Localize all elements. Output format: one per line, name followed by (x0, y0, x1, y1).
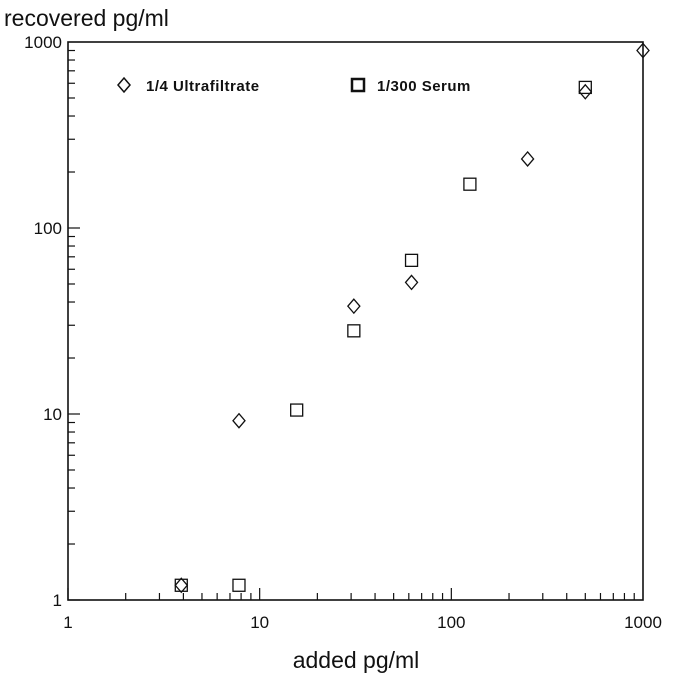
y-axis-title: recovered pg/ml (4, 5, 169, 31)
plot-border (67, 41, 644, 601)
y-tick-label: 1000 (24, 33, 62, 52)
point-serum (463, 177, 477, 191)
x-axis-title: added pg/ml (293, 647, 420, 673)
point-ultrafiltrate (578, 83, 593, 100)
point-serum (290, 403, 304, 417)
legend-marker-square (350, 77, 366, 93)
tick-labels: 1 10 100 1000 1 10 100 1000 (24, 33, 662, 632)
x-tick-label: 1 (63, 613, 72, 632)
data-points (174, 42, 650, 594)
y-tick-label: 100 (34, 219, 62, 238)
point-serum (174, 578, 188, 592)
point-ultrafiltrate (520, 150, 535, 167)
point-ultrafiltrate (404, 274, 419, 291)
legend: 1/4 Ultrafiltrate 1/300 Serum (117, 76, 471, 95)
point-ultrafiltrate (346, 298, 361, 315)
point-ultrafiltrate (174, 577, 189, 594)
legend-label-ultrafiltrate: 1/4 Ultrafiltrate (146, 78, 260, 95)
plot-frame (67, 41, 644, 601)
legend-marker-diamond (117, 76, 131, 94)
x-tick-label: 1000 (624, 613, 662, 632)
point-serum (232, 578, 246, 592)
y-tick-label: 1 (53, 591, 62, 610)
x-tick-label: 100 (437, 613, 465, 632)
point-serum (347, 324, 361, 338)
y-tick-label: 10 (43, 405, 62, 424)
legend-label-serum: 1/300 Serum (377, 78, 471, 95)
x-tick-label: 10 (250, 613, 269, 632)
point-serum (578, 80, 592, 95)
point-ultrafiltrate (232, 412, 246, 429)
point-serum (404, 253, 419, 268)
axis-ticks (67, 49, 635, 601)
point-ultrafiltrate (636, 42, 650, 59)
